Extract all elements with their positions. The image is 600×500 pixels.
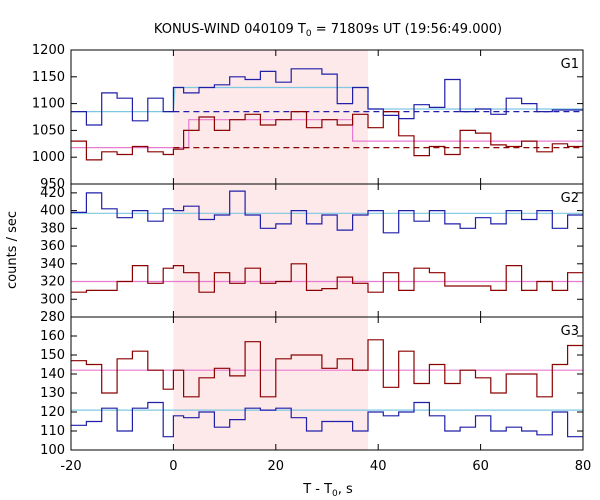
panel-g3-ytick-label-140: 140	[40, 367, 65, 382]
panel-g1-blue-fit	[71, 86, 583, 113]
x-axis-label: T - T0, s	[302, 482, 353, 499]
panel-g3-ytick-label-110: 110	[40, 424, 65, 439]
xtick-label-0: 0	[169, 459, 177, 474]
plot-area: 95010001050110011501200G1280300320340360…	[32, 43, 591, 474]
xtick-label--20: -20	[60, 459, 81, 474]
panel-g2-blue-series	[71, 190, 583, 234]
panel-g1-ytick-label-1200: 1200	[32, 43, 65, 58]
x-axis-label-subscript: 0	[332, 489, 338, 499]
y-axis-label: counts / sec	[5, 211, 20, 289]
panel-g1-ytick-label-1000: 1000	[32, 150, 65, 165]
panel-g3-ytick-label-120: 120	[40, 405, 65, 420]
xtick-label-20: 20	[268, 459, 285, 474]
panel-g2-ytick-label-280: 280	[40, 310, 65, 325]
panel-g1-ytick-label-950: 950	[40, 177, 65, 192]
panel-g2-ytick-label-420: 420	[40, 186, 65, 201]
panel-g2-label: G2	[561, 191, 579, 206]
chart-title-subscript: 0	[306, 29, 312, 39]
panel-g2-ytick-label-380: 380	[40, 221, 65, 236]
panel-g1-ytick-label-1150: 1150	[32, 70, 65, 85]
panel-g3-ytick-label-130: 130	[40, 386, 65, 401]
panel-g1-blue-series	[71, 68, 583, 126]
panel-g1-ytick-label-1050: 1050	[32, 123, 65, 138]
xtick-label-80: 80	[575, 459, 592, 474]
panel-g2-ytick-label-400: 400	[40, 204, 65, 219]
panel-g3-ytick-label-150: 150	[40, 348, 65, 363]
panel-g3-frame	[70, 316, 584, 451]
panel-g1-label: G1	[561, 57, 579, 72]
panel-g3-ytick-label-100: 100	[40, 443, 65, 458]
xtick-label-60: 60	[472, 459, 489, 474]
panel-g3-blue-series	[71, 401, 583, 438]
highlight-interval	[173, 50, 368, 450]
panel-g2-red-series	[71, 263, 583, 293]
panel-g1-red-series	[71, 111, 583, 161]
xtick-label-40: 40	[370, 459, 387, 474]
panel-g2-ytick-label-320: 320	[40, 275, 65, 290]
panel-g2-ytick-label-340: 340	[40, 257, 65, 272]
panel-g3-red-series	[71, 339, 583, 398]
panel-g3-label: G3	[561, 324, 579, 339]
panel-g3-ytick-label-160: 160	[40, 329, 65, 344]
panel-g2-ytick-label-300: 300	[40, 292, 65, 307]
chart-title: KONUS-WIND 040109 T0 = 71809s UT (19:56:…	[154, 22, 502, 39]
panel-g2-ytick-label-360: 360	[40, 239, 65, 254]
panel-g1-ytick-label-1100: 1100	[32, 97, 65, 112]
